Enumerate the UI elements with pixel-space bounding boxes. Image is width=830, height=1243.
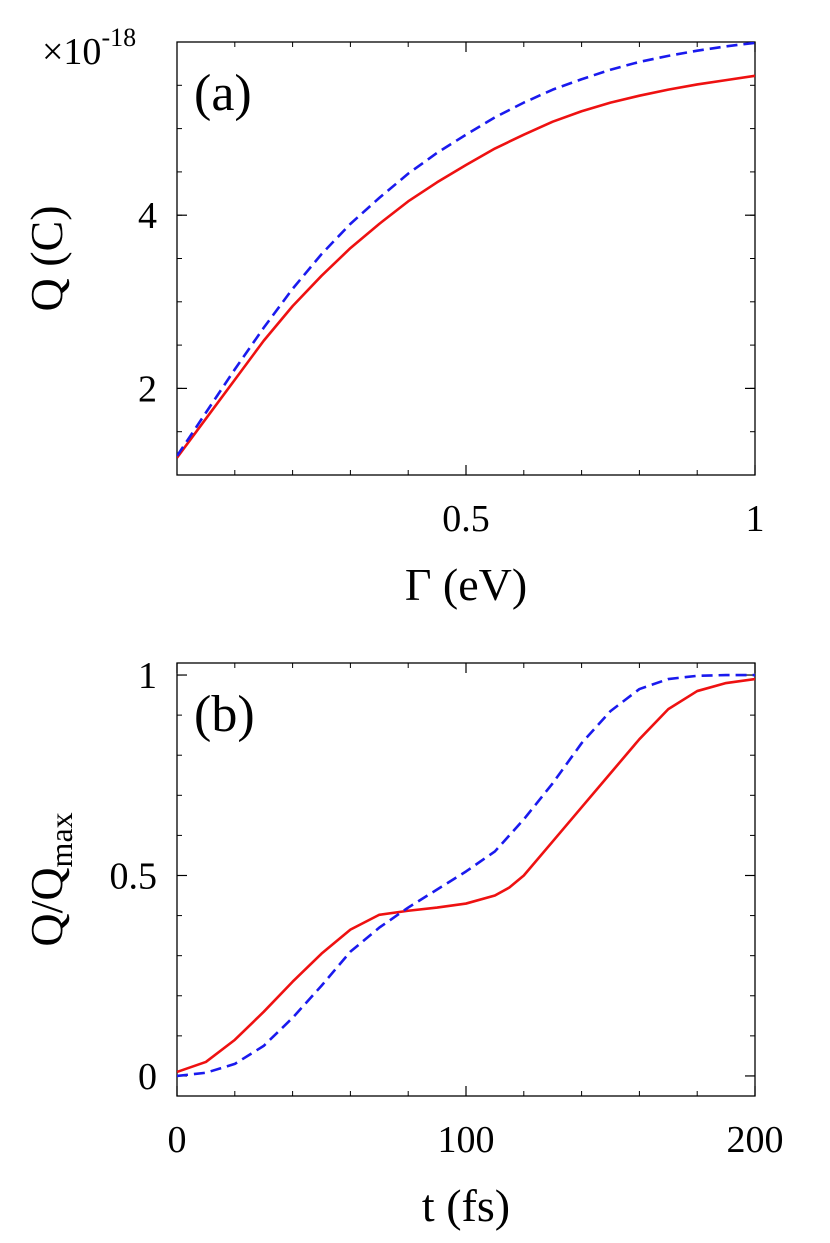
panel-label: (b) — [194, 686, 255, 743]
y-tick-label: 1 — [138, 655, 157, 697]
x-tick-label: 0.5 — [442, 498, 490, 540]
x-axis-label-unit: (eV) — [431, 559, 527, 610]
y-multiplier-base: ×10 — [42, 31, 101, 73]
x-tick-label: 200 — [727, 1119, 784, 1161]
series-line-dashed — [177, 42, 755, 457]
y-tick-label: 0.5 — [110, 855, 158, 897]
panel-a: 0.5 1 2 4 (a) — [138, 41, 765, 540]
panel-b: 0 100 200 0 0.5 1 (b) — [110, 655, 784, 1161]
y-axis-label-subscript: max — [43, 812, 79, 867]
y-tick-label: 2 — [138, 368, 157, 410]
series-line-solid — [177, 74, 755, 459]
series-line-dashed — [177, 673, 755, 1078]
y-multiplier-exponent: -18 — [101, 23, 136, 52]
plot-frame — [176, 662, 756, 1097]
x-axis-label: Γ (eV) — [405, 559, 527, 610]
series-group — [177, 673, 755, 1078]
x-tick-label: 0 — [168, 1119, 187, 1161]
plot-frame — [176, 41, 756, 476]
series-line-solid — [177, 677, 755, 1074]
x-axis-label-symbol: Γ — [405, 559, 432, 610]
x-tick-label: 100 — [438, 1119, 495, 1161]
panel-label: (a) — [194, 65, 252, 122]
series-group — [177, 42, 755, 459]
x-tick-label: 1 — [746, 498, 765, 540]
y-axis-label: Q/Qmax — [21, 812, 79, 946]
y-axis-label: Q (C) — [21, 205, 72, 311]
y-tick-label: 0 — [138, 1056, 157, 1098]
y-axis-label-base: Q/Q — [21, 867, 72, 946]
y-multiplier: ×10-18 — [42, 23, 136, 73]
x-axis-label: t (fs) — [422, 1180, 510, 1231]
y-tick-label: 4 — [138, 195, 157, 237]
